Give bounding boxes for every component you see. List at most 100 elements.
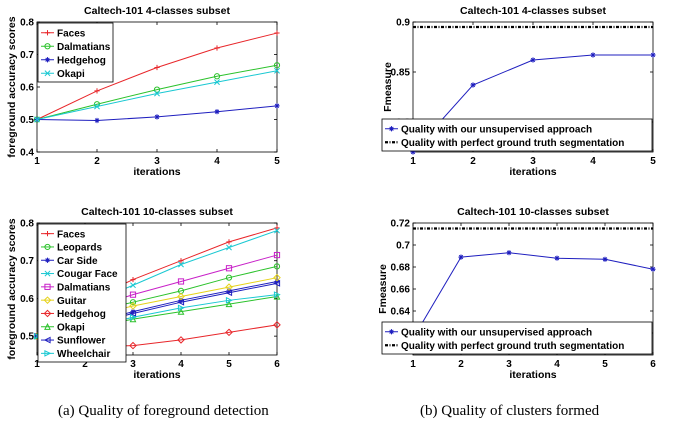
data-point bbox=[129, 291, 137, 298]
legend-label: Quality with our unsupervised approach bbox=[401, 124, 592, 135]
data-point bbox=[273, 263, 281, 270]
data-point bbox=[177, 307, 185, 315]
data-point bbox=[650, 52, 656, 58]
x-tick-label: 5 bbox=[274, 156, 280, 167]
data-point bbox=[602, 256, 608, 262]
data-point bbox=[130, 276, 136, 283]
legend-label: Wheelchair bbox=[57, 349, 110, 360]
x-tick-label: 3 bbox=[154, 156, 160, 167]
x-tick-label: 1 bbox=[410, 359, 416, 370]
legend-label: Sunflower bbox=[57, 336, 105, 347]
data-point bbox=[129, 302, 137, 310]
legend-label: Leopards bbox=[57, 243, 102, 254]
y-tick-label: 0.5 bbox=[20, 332, 34, 343]
data-point bbox=[590, 52, 596, 58]
legend-label: Guitar bbox=[57, 296, 87, 307]
y-tick-label: 0.85 bbox=[391, 68, 411, 79]
legend-marker bbox=[44, 57, 51, 63]
data-point bbox=[214, 45, 220, 51]
legend-marker bbox=[44, 257, 51, 263]
chart-panel-1: Caltech-101 4-classes subset 1 2 3 4 5 0.4 0.5 0… bbox=[6, 5, 280, 178]
chart-title: Caltech-101 4-classes subset bbox=[84, 5, 230, 17]
y-tick-label: 0.8 bbox=[20, 18, 34, 29]
y-tick-label: 0.4 bbox=[20, 148, 34, 159]
x-tick-label: 4 bbox=[178, 359, 184, 370]
x-axis-label: iterations bbox=[509, 166, 556, 178]
y-tick-label: 0.9 bbox=[396, 18, 410, 29]
x-tick-label: 2 bbox=[470, 156, 476, 167]
legend: Quality with our unsupervised approach Qu… bbox=[381, 118, 653, 152]
legend-marker bbox=[43, 336, 51, 344]
data-point bbox=[225, 265, 233, 272]
x-tick-label: 5 bbox=[602, 359, 608, 370]
data-point bbox=[177, 278, 185, 285]
data-point bbox=[274, 225, 280, 231]
x-tick-label: 6 bbox=[650, 359, 656, 370]
data-point bbox=[129, 310, 137, 317]
legend-label: Faces bbox=[57, 229, 86, 240]
data-point bbox=[470, 82, 476, 88]
y-axis-label: foreground accuracy scores bbox=[6, 16, 18, 157]
x-axis-label: iterations bbox=[509, 369, 556, 381]
chart-title: Caltech-101 10-classes subset bbox=[457, 206, 609, 218]
data-point bbox=[410, 149, 416, 155]
caption-right: (b) Quality of clusters formed bbox=[420, 403, 600, 419]
legend-marker bbox=[43, 296, 52, 304]
legend-marker bbox=[44, 43, 51, 50]
data-point bbox=[214, 109, 220, 115]
legend: Quality with our unsupervised approach Qu… bbox=[381, 321, 653, 355]
y-tick-label: 0.66 bbox=[391, 285, 411, 296]
data-point bbox=[458, 254, 464, 260]
data-point bbox=[225, 283, 233, 291]
x-tick-label: 1 bbox=[410, 156, 416, 167]
data-point bbox=[274, 103, 280, 109]
x-axis-label: iterations bbox=[133, 166, 180, 178]
data-point bbox=[177, 336, 185, 344]
chart-title: Caltech-101 10-classes subset bbox=[81, 206, 233, 218]
data-point bbox=[226, 244, 232, 251]
data-point bbox=[225, 300, 233, 308]
data-point bbox=[273, 279, 281, 287]
y-tick-label: 0.8 bbox=[20, 219, 34, 230]
x-tick-label: 2 bbox=[458, 359, 464, 370]
y-tick-label: 0.7 bbox=[20, 50, 34, 61]
y-axis-label: Fmeasure bbox=[377, 264, 389, 314]
data-point bbox=[178, 258, 184, 264]
x-tick-label: 2 bbox=[94, 156, 100, 167]
data-point bbox=[94, 117, 100, 124]
data-point bbox=[154, 114, 160, 120]
data-point bbox=[177, 298, 185, 306]
legend: Faces Dalmatians Hedgehog Okapi bbox=[37, 22, 114, 83]
legend-label: Dalmatians bbox=[57, 282, 111, 293]
data-point bbox=[154, 90, 160, 97]
legend-label: Quality with perfect ground truth segmen… bbox=[401, 138, 624, 149]
legend-label: Dalmatians bbox=[57, 42, 111, 53]
legend-label: Okapi bbox=[57, 69, 85, 80]
data-point bbox=[274, 67, 280, 74]
legend-marker bbox=[44, 70, 51, 77]
chart-title: Caltech-101 4-classes subset bbox=[460, 5, 606, 17]
data-point bbox=[130, 282, 136, 289]
data-point bbox=[225, 274, 233, 281]
data-point bbox=[130, 309, 136, 315]
data-point bbox=[34, 116, 40, 123]
data-point bbox=[274, 227, 280, 234]
x-tick-label: 5 bbox=[650, 156, 656, 167]
data-point bbox=[94, 88, 100, 94]
series-4 bbox=[34, 67, 280, 123]
data-point bbox=[225, 289, 233, 297]
y-tick-label: 0.5 bbox=[20, 115, 34, 126]
legend-label: Quality with perfect ground truth segmen… bbox=[401, 341, 624, 352]
legend-marker bbox=[44, 30, 51, 36]
x-tick-label: 5 bbox=[226, 359, 232, 370]
data-point bbox=[273, 251, 281, 259]
data-point bbox=[177, 292, 185, 301]
data-point bbox=[213, 73, 221, 80]
data-point bbox=[153, 86, 161, 93]
x-tick-label: 4 bbox=[590, 156, 596, 167]
series-line bbox=[412, 252, 654, 339]
legend-label: Okapi bbox=[57, 322, 85, 333]
legend-marker bbox=[44, 349, 52, 357]
legend: Faces Leopards Car Side Cougar Face Dalmatia… bbox=[37, 223, 127, 363]
